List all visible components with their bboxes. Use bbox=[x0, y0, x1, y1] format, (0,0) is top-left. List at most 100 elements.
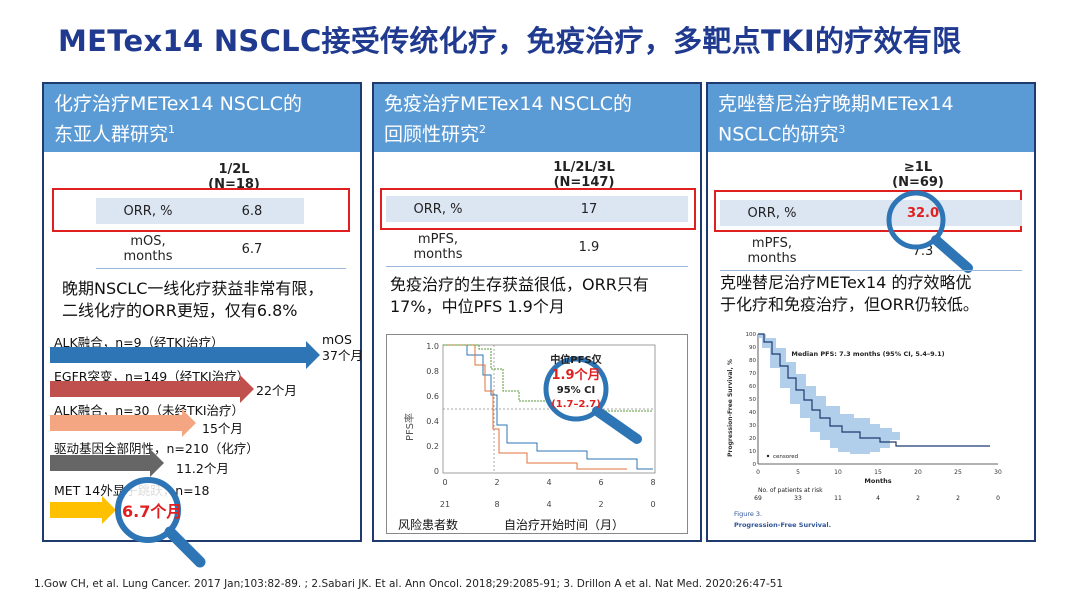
risk-label: 风险患者数 bbox=[398, 518, 459, 532]
bar-value-alk-naive: 15个月 bbox=[202, 421, 243, 436]
reference-mark: 1 bbox=[168, 123, 176, 136]
bar-alk-tki bbox=[50, 341, 320, 369]
y-tick: 0 bbox=[434, 467, 439, 476]
panel-description: 免疫治疗的生存获益很低，ORR只有 17%，中位PFS 1.9个月 bbox=[390, 274, 700, 318]
y-tick: 1.0 bbox=[426, 342, 439, 351]
x-tick: 0 bbox=[756, 469, 760, 476]
column-header-line1: ≥1L bbox=[903, 160, 933, 175]
description-line2: 17%，中位PFS 1.9个月 bbox=[390, 297, 565, 316]
y-tick: 0.2 bbox=[426, 442, 439, 451]
bar-label-egfr: EGFR突变，n=149（经TKI治疗） bbox=[54, 369, 250, 384]
description-line2: 二线化疗的ORR更短，仅有6.8% bbox=[62, 301, 298, 320]
y-tick: 70 bbox=[749, 371, 756, 377]
y-tick: 0 bbox=[753, 462, 757, 468]
panel-header: 克唑替尼治疗晚期METex14 NSCLC的研究3 bbox=[708, 84, 1034, 152]
bar-value-met14: 6.7个月 bbox=[122, 502, 183, 521]
x-tick: 2 bbox=[494, 478, 499, 487]
magnifier-icon bbox=[543, 356, 609, 422]
pfs-label: mPFS, bbox=[417, 232, 459, 247]
panel-chemotherapy: 化疗治疗METex14 NSCLC的 东亚人群研究1 1/2L (N=18) O… bbox=[42, 82, 363, 568]
km-curve bbox=[758, 333, 990, 447]
censored-marker bbox=[766, 454, 770, 458]
x-tick: 25 bbox=[954, 469, 962, 476]
column-header-line2: (N=69) bbox=[892, 175, 944, 190]
column-header-line2: (N=147) bbox=[553, 175, 615, 190]
orr-label: ORR, % bbox=[123, 203, 173, 219]
x-tick: 6 bbox=[598, 478, 603, 487]
panel-header-line2: 东亚人群研究 bbox=[54, 123, 169, 146]
x-tick: 4 bbox=[546, 478, 551, 487]
risk-count: 11 bbox=[834, 495, 842, 502]
magnifier-handle bbox=[592, 406, 642, 444]
orr-label: ORR, % bbox=[413, 201, 463, 217]
y-tick: 0.6 bbox=[426, 392, 439, 401]
highlight-box bbox=[52, 188, 350, 232]
pfs-label: mPFS, bbox=[751, 236, 793, 251]
risk-count: 69 bbox=[754, 495, 762, 502]
bar-driver-negative bbox=[50, 449, 164, 477]
risk-count: 4 bbox=[876, 495, 880, 502]
magnifier-icon bbox=[886, 190, 973, 273]
risk-count: 33 bbox=[794, 495, 802, 502]
risk-count: 2 bbox=[956, 495, 960, 502]
median-annotation: Median PFS: 7.3 months (95% CI, 5.4–9.1) bbox=[791, 350, 944, 358]
os-row: mOS, months 6.7 bbox=[96, 232, 304, 266]
pfs-chart: Progression-Free Survival, % 100 90 80 7… bbox=[720, 328, 1022, 536]
divider bbox=[720, 270, 1022, 271]
orr-row: ORR, % 32.0 bbox=[720, 200, 1022, 226]
figure-label: Figure 3. bbox=[734, 510, 762, 518]
callout-ci-label: 95% CI bbox=[557, 385, 595, 396]
highlight-box bbox=[380, 188, 696, 230]
y-axis-label: PFS率 bbox=[403, 413, 416, 441]
y-tick: 80 bbox=[749, 358, 756, 364]
panel-header-line1: 免疫治疗METex14 NSCLC的 bbox=[384, 93, 632, 115]
y-tick: 20 bbox=[749, 436, 756, 442]
pfs-chart-svg: Progression-Free Survival, % 100 90 80 7… bbox=[727, 332, 1002, 529]
y-tick: 100 bbox=[746, 332, 757, 338]
figure-caption: Progression-Free Survival. bbox=[734, 521, 831, 529]
bar-value-mos: mOS bbox=[322, 332, 352, 347]
page-title: METex14 NSCLC接受传统化疗，免疫治疗，多靶点TKI的疗效有限 bbox=[58, 24, 962, 58]
reference-mark: 2 bbox=[479, 123, 487, 136]
x-tick: 20 bbox=[914, 469, 922, 476]
y-tick: 10 bbox=[749, 449, 756, 455]
bar-value-37: 37个月 bbox=[322, 348, 363, 363]
reference-mark: 3 bbox=[838, 123, 846, 136]
orr-value: 32.0 bbox=[906, 205, 940, 221]
censored-legend: censored bbox=[773, 454, 798, 460]
x-axis-label: 自治疗开始时间（月） bbox=[504, 518, 625, 532]
callout-ci-value: (1.7–2.7) bbox=[551, 399, 601, 410]
divider bbox=[96, 268, 346, 269]
orr-label: ORR, % bbox=[747, 205, 797, 221]
y-tick: 90 bbox=[749, 345, 756, 351]
divider bbox=[386, 266, 688, 267]
pfs-value: 1.9 bbox=[578, 239, 600, 255]
risk-count: 8 bbox=[494, 500, 499, 509]
km-curve-orange bbox=[443, 344, 627, 470]
bar-label-alk-naive: ALK融合，n=30（未经TKI治疗） bbox=[54, 403, 245, 418]
description-line1: 晚期NSCLC一线化疗获益非常有限， bbox=[62, 279, 324, 298]
y-tick: 50 bbox=[749, 397, 756, 403]
risk-label: No. of patients at risk bbox=[758, 487, 823, 494]
description-line1: 克唑替尼治疗METex14 的疗效略优 bbox=[720, 273, 972, 292]
confidence-band bbox=[758, 334, 900, 454]
panel-description: 克唑替尼治疗METex14 的疗效略优 于化疗和免疫治疗，但ORR仍较低。 bbox=[720, 272, 1038, 316]
panel-description: 晚期NSCLC一线化疗获益非常有限， 二线化疗的ORR更短，仅有6.8% bbox=[62, 278, 362, 322]
x-tick: 0 bbox=[442, 478, 447, 487]
y-tick: 40 bbox=[749, 410, 756, 416]
x-axis-label: Months bbox=[864, 477, 891, 485]
bar-alk-naive bbox=[50, 409, 196, 437]
orr-value: 6.8 bbox=[241, 203, 263, 219]
column-header: 1L/2L/3L (N=147) bbox=[534, 160, 634, 190]
pfs-chart-svg: PFS率 1.0 0.8 0.6 0.4 0.2 0 0 2 4 6 8 21 … bbox=[403, 342, 656, 509]
x-tick: 15 bbox=[874, 469, 882, 476]
bar-value-alk-tki: mOS 37个月 bbox=[322, 332, 363, 364]
bar-egfr bbox=[50, 375, 254, 403]
x-tick: 8 bbox=[650, 478, 655, 487]
risk-count: 0 bbox=[996, 495, 1000, 502]
footnote-references: 1.Gow CH, et al. Lung Cancer. 2017 Jan;1… bbox=[34, 578, 784, 590]
km-curve-blue bbox=[443, 344, 653, 470]
panel-crizotinib: 克唑替尼治疗晚期METex14 NSCLC的研究3 ≥1L (N=69) ORR… bbox=[706, 82, 1036, 542]
orr-row: ORR, % 6.8 bbox=[96, 198, 304, 224]
panel-header-line2: NSCLC的研究 bbox=[718, 123, 839, 146]
